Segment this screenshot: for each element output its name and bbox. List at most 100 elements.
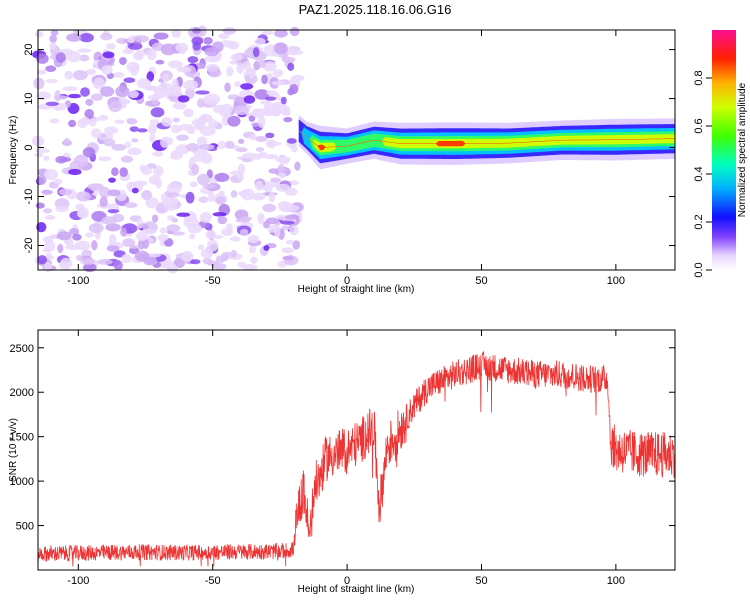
noise-blob xyxy=(294,161,301,171)
noise-blob xyxy=(137,239,145,250)
noise-blob xyxy=(263,153,278,160)
noise-blob xyxy=(224,140,235,149)
noise-blob xyxy=(53,178,63,185)
noise-blob xyxy=(265,132,275,139)
noise-blob xyxy=(183,108,194,118)
colorbar-tick-label: 0.6 xyxy=(693,118,705,133)
y-tick-label: 2500 xyxy=(10,343,34,355)
noise-blob xyxy=(53,95,68,100)
noise-blob xyxy=(230,53,243,61)
x-tick-label: -100 xyxy=(67,275,89,287)
noise-blob xyxy=(75,191,91,202)
noise-blob xyxy=(80,87,90,97)
x-tick-label: -50 xyxy=(205,575,221,587)
noise-blob xyxy=(49,118,60,124)
noise-blob xyxy=(153,165,164,177)
colorbar-tick-label: 0.0 xyxy=(693,262,705,277)
noise-blob xyxy=(119,167,128,178)
colorbar-tick-label: 0.4 xyxy=(693,166,705,181)
noise-blob xyxy=(122,49,134,55)
noise-blob xyxy=(114,119,125,125)
colorbar-ticks: 0.0 0.2 0.4 0.6 0.8 xyxy=(693,70,712,278)
noise-blob xyxy=(107,189,121,197)
noise-blob xyxy=(99,186,111,198)
spectrogram-frame xyxy=(37,29,676,271)
noise-blob xyxy=(65,244,81,251)
noise-blob xyxy=(197,173,210,186)
noise-blob xyxy=(199,125,216,136)
noise-blob xyxy=(254,37,266,46)
noise-blob xyxy=(283,117,293,123)
noise-blob xyxy=(72,70,88,81)
noise-blob xyxy=(266,90,278,96)
noise-blob xyxy=(105,43,116,50)
noise-blob xyxy=(191,36,204,46)
noise-blob xyxy=(177,95,190,103)
noise-blob xyxy=(58,188,73,196)
noise-blob xyxy=(277,163,285,174)
noise-blob xyxy=(282,255,294,261)
noise-blob xyxy=(76,254,83,261)
y-tick-label: 2000 xyxy=(10,387,34,399)
noise-blob xyxy=(100,86,115,97)
noise-blob xyxy=(50,29,59,36)
noise-blob xyxy=(250,256,258,264)
noise-blob xyxy=(247,234,260,244)
noise-blob xyxy=(287,45,300,56)
noise-blob xyxy=(208,119,218,129)
noise-blob xyxy=(111,143,127,151)
noise-blob xyxy=(221,116,230,126)
snr-y-ticks: 500 1000 1500 2000 2500 xyxy=(10,343,675,533)
snr-x-axis-label: Height of straight line (km) xyxy=(298,584,415,595)
noise-blob xyxy=(133,180,148,186)
noise-blob xyxy=(79,54,90,62)
noise-blob xyxy=(248,115,256,122)
noise-blob xyxy=(200,248,214,259)
noise-blob xyxy=(63,137,70,147)
noise-blob xyxy=(224,82,231,93)
colorbar-label: Normalized spectral amplitude xyxy=(737,82,748,217)
y-tick-label: -20 xyxy=(23,238,35,254)
noise-blob xyxy=(282,106,291,115)
noise-blob xyxy=(283,204,299,212)
x-tick-label: 100 xyxy=(607,575,625,587)
noise-blob xyxy=(185,191,195,204)
noise-blob xyxy=(204,47,219,57)
noise-blob xyxy=(68,119,77,128)
noise-blob xyxy=(199,211,212,223)
noise-blob xyxy=(121,155,133,163)
figure-title: PAZ1.2025.118.16.06.G16 xyxy=(299,2,452,17)
noise-blob xyxy=(197,244,205,251)
noise-blob xyxy=(160,137,170,148)
noise-blob xyxy=(289,225,299,236)
noise-blob xyxy=(252,108,267,114)
noise-blob xyxy=(288,180,300,186)
spectrogram-x-ticks: -100 -50 0 50 100 xyxy=(67,30,625,287)
noise-blob xyxy=(229,170,244,176)
noise-blob xyxy=(37,69,47,75)
noise-blob xyxy=(248,68,256,79)
noise-blob xyxy=(266,141,282,146)
noise-blob xyxy=(176,134,189,141)
noise-blob xyxy=(43,208,52,214)
noise-blob xyxy=(243,95,256,104)
noise-blob xyxy=(273,225,281,237)
noise-blob xyxy=(262,203,277,213)
noise-blob xyxy=(218,190,225,196)
noise-blob xyxy=(230,190,238,198)
noise-blob xyxy=(248,134,257,141)
noise-blob xyxy=(260,30,274,36)
noise-blob xyxy=(118,97,127,103)
noise-blob xyxy=(79,33,94,43)
noise-blob xyxy=(43,155,50,161)
signal-band-layer xyxy=(298,130,675,153)
noise-blob xyxy=(155,177,162,189)
noise-blob xyxy=(64,70,73,80)
noise-blob xyxy=(129,126,139,132)
x-tick-label: -50 xyxy=(205,275,221,287)
noise-blob xyxy=(208,190,215,202)
noise-blob xyxy=(199,113,213,123)
noise-blob xyxy=(170,152,179,160)
noise-blob xyxy=(36,175,47,185)
noise-blob xyxy=(97,259,113,265)
